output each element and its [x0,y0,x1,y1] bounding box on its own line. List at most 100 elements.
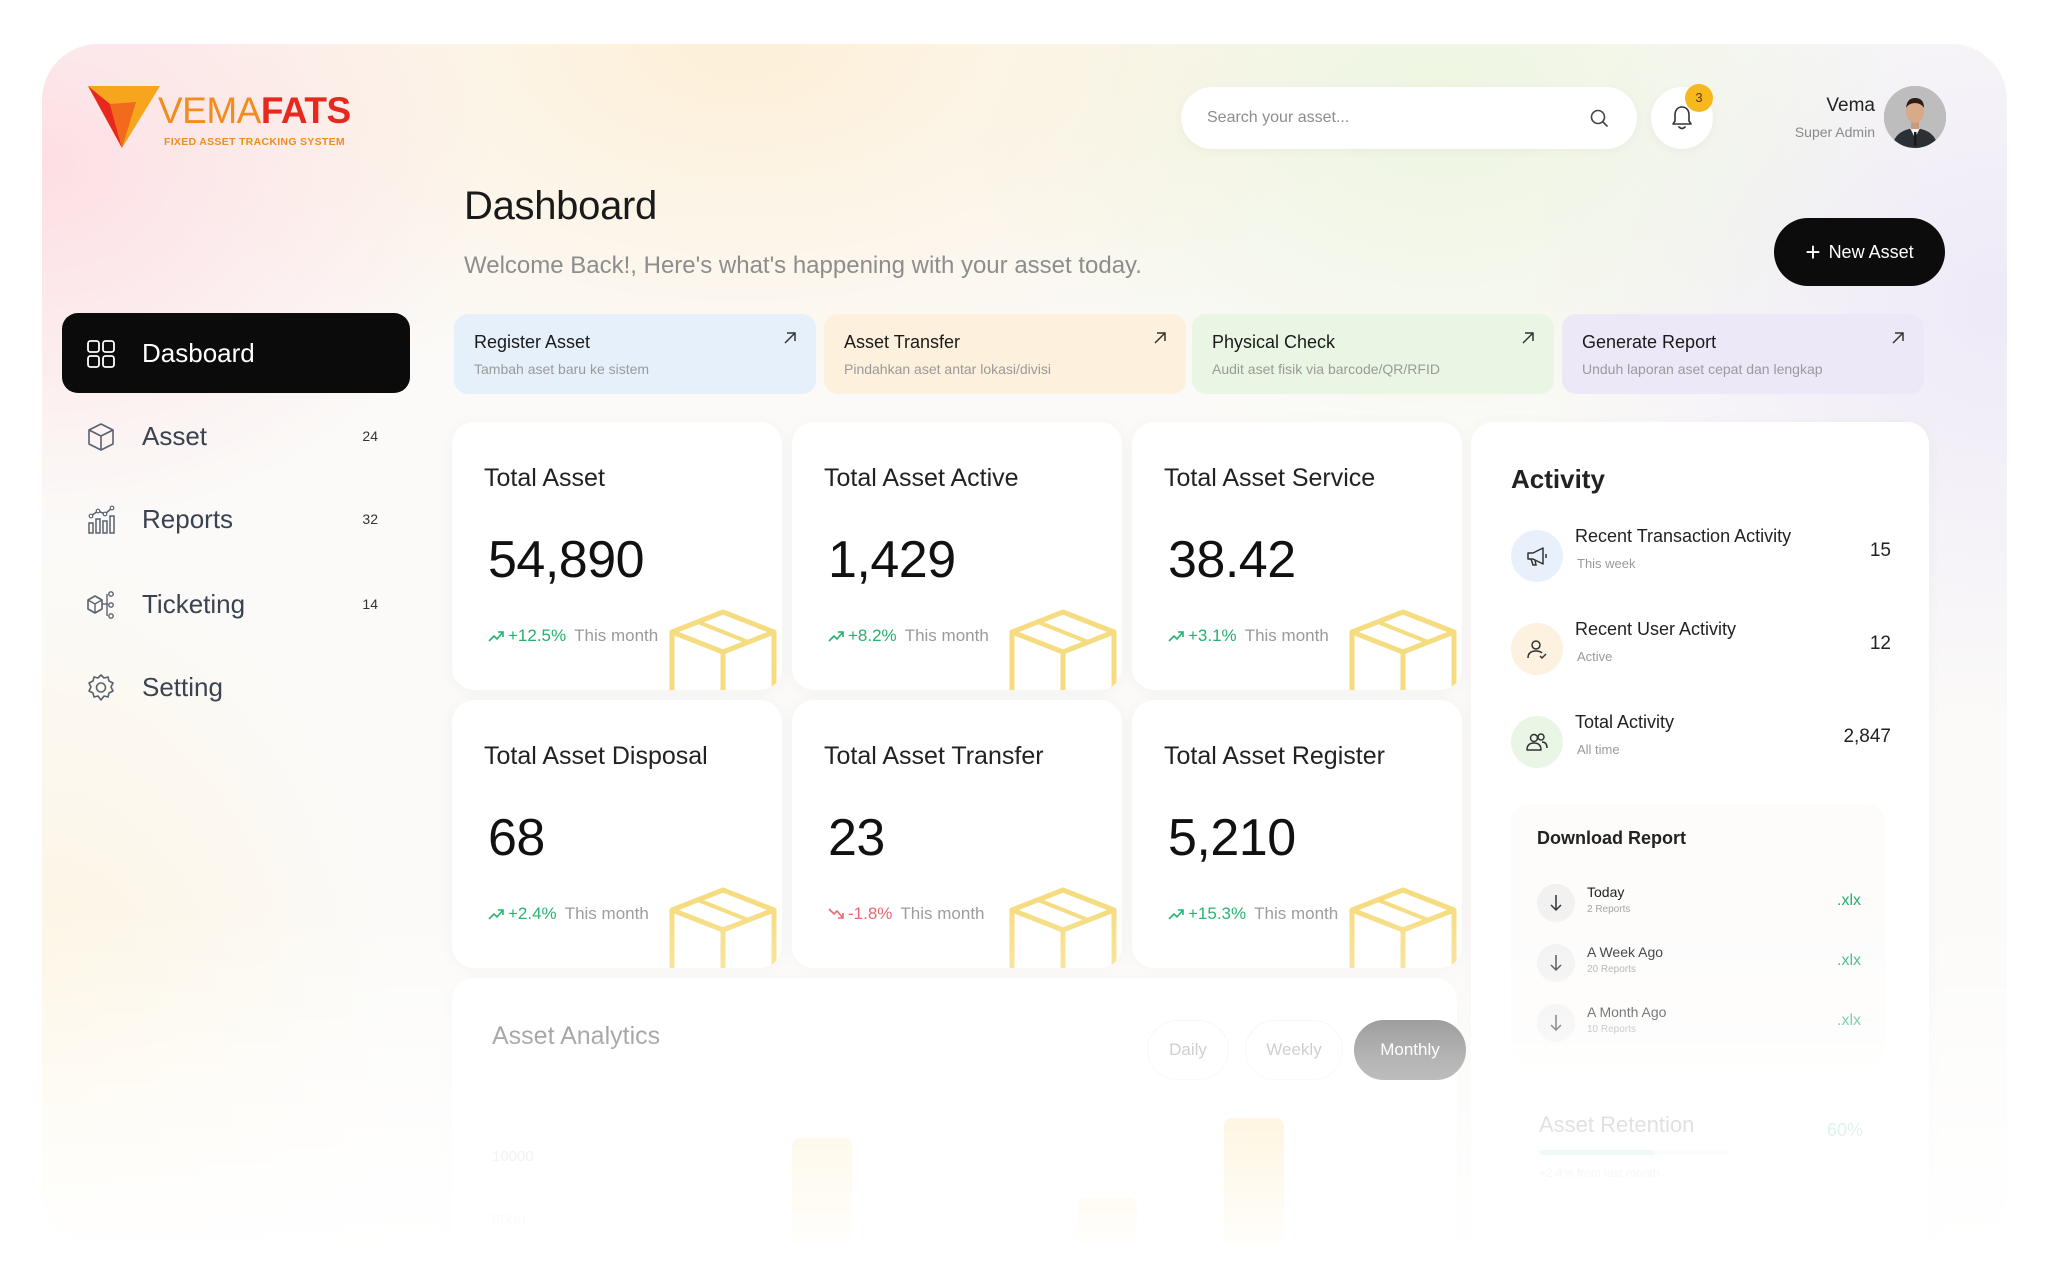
stat-card-period: This month [1244,626,1329,645]
activity-value: 2,847 [1843,726,1891,747]
activity-name: Recent User Activity [1575,619,1737,639]
analytics-title: Asset Analytics [492,1022,661,1050]
download-item-sub: 2 Reports [1587,904,1631,915]
trend-down-icon [828,908,844,919]
download-arrow-icon [1550,955,1562,972]
arrow-up-right-icon [1522,332,1534,344]
tab-weekly[interactable]: Weekly [1245,1020,1343,1080]
activity-item-recent-user[interactable]: Recent User Activity Active 12 [1511,619,1891,679]
box-icon [1349,887,1457,968]
sidebar-item-reports[interactable]: Reports 32 [62,479,410,559]
stat-card-trend: -1.8% This month [828,904,985,924]
gear-icon [88,674,114,701]
brand-name: VEMAFATS [158,90,351,131]
box-icon [1349,609,1457,690]
quick-action-subtitle: Tambah aset baru ke sistem [474,361,650,377]
stat-card-change: +3.1% [1188,626,1237,645]
stat-card-trend: +2.4% This month [488,904,649,924]
download-arrow-icon [1550,1015,1562,1032]
search-input[interactable] [1207,87,1577,149]
quick-action-title: Register Asset [474,332,591,352]
sidebar-item-asset[interactable]: Asset 24 [62,396,410,476]
quick-action-subtitle: Audit aset fisik via barcode/QR/RFID [1212,361,1440,377]
download-icon-wrap [1537,884,1575,922]
chart-bar [1224,1118,1284,1244]
sidebar-item-ticketing[interactable]: Ticketing 14 [62,564,410,644]
activity-sub: All time [1577,742,1620,757]
stat-card-title: Total Asset Disposal [484,742,708,770]
quick-action-register-asset[interactable]: Register Asset Tambah aset baru ke siste… [454,314,816,394]
brand-logo[interactable]: VEMAFATS FIXED ASSET TRACKING SYSTEM [88,86,388,156]
activity-item-recent-transaction[interactable]: Recent Transaction Activity This week 15 [1511,526,1891,586]
box-icon [1009,609,1117,690]
download-format-link[interactable]: .xlx [1837,892,1861,909]
megaphone-icon [1527,547,1547,566]
activity-sub: Active [1577,649,1613,664]
arrow-up-right-icon [1892,332,1904,344]
grid-icon [87,340,115,368]
stat-card-title: Total Asset Register [1164,742,1385,770]
quick-action-subtitle: Unduh laporan aset cepat dan lengkap [1582,361,1823,377]
stat-card-period: This month [1254,904,1339,923]
trend-up-icon [1168,631,1184,642]
stat-card-value: 23 [828,809,885,867]
avatar[interactable] [1884,86,1946,148]
chart-bar [792,1138,852,1244]
brand-tagline: FIXED ASSET TRACKING SYSTEM [164,136,345,148]
activity-title: Activity [1511,464,1605,494]
download-item-name: A Month Ago [1587,1004,1667,1020]
stat-card-trend: +3.1% This month [1168,626,1329,646]
stat-card-total-asset-service[interactable]: Total Asset Service 38.42 +3.1% This mon… [1132,422,1462,690]
search-icon[interactable] [1589,108,1609,128]
sidebar-item-label: Ticketing [142,588,246,619]
sidebar-item-count: 32 [362,511,378,527]
download-item-week[interactable]: A Week Ago 20 Reports .xlx [1537,942,1861,986]
logo-mark-icon [88,86,160,148]
stat-card-trend: +15.3% This month [1168,904,1338,924]
activity-icon-wrap [1511,716,1563,768]
sidebar-item-setting[interactable]: Setting [62,647,410,727]
page-title: Dashboard [464,184,657,228]
stat-card-value: 54,890 [488,531,645,589]
sidebar-item-dashboard[interactable]: Dasboard [62,313,410,393]
stat-card-value: 68 [488,809,545,867]
quick-action-physical-check[interactable]: Physical Check Audit aset fisik via barc… [1192,314,1554,394]
stat-card-total-asset-transfer[interactable]: Total Asset Transfer 23 -1.8% This month [792,700,1122,968]
download-item-today[interactable]: Today 2 Reports .xlx [1537,882,1861,926]
stat-card-change: +12.5% [508,626,567,645]
stat-card-value: 38.42 [1168,531,1296,589]
sidebar-item-label: Reports [142,503,234,534]
stat-card-change: -1.8% [848,904,893,923]
retention-note: +2.4% from last month [1539,1166,1660,1180]
download-format-link[interactable]: .xlx [1837,1012,1861,1029]
download-item-sub: 20 Reports [1587,964,1636,975]
download-item-month[interactable]: A Month Ago 10 Reports .xlx [1537,1002,1861,1046]
activity-item-total[interactable]: Total Activity All time 2,847 [1511,712,1891,772]
stat-card-trend: +8.2% This month [828,626,989,646]
new-asset-button[interactable]: + New Asset [1774,218,1945,286]
download-format-link[interactable]: .xlx [1837,952,1861,969]
users-icon [1526,733,1548,751]
trend-up-icon [488,909,504,920]
user-name: Vema [1826,95,1875,116]
cube-icon [88,423,114,451]
bar-chart-icon [88,505,115,534]
quick-action-asset-transfer[interactable]: Asset Transfer Pindahkan aset antar loka… [824,314,1186,394]
activity-value: 12 [1869,633,1891,654]
stat-card-period: This month [904,626,989,645]
stat-card-value: 5,210 [1168,809,1296,867]
activity-sub: This week [1577,556,1636,571]
tab-monthly[interactable]: Monthly [1354,1020,1466,1080]
stat-card-trend: +12.5% This month [488,626,658,646]
stat-card-total-asset-disposal[interactable]: Total Asset Disposal 68 +2.4% This month [452,700,782,968]
activity-panel: Activity Recent Transaction Activity Thi… [1471,422,1929,1244]
stat-card-total-asset-active[interactable]: Total Asset Active 1,429 +8.2% This mont… [792,422,1122,690]
quick-action-generate-report[interactable]: Generate Report Unduh laporan aset cepat… [1562,314,1924,394]
tab-daily[interactable]: Daily [1147,1020,1229,1080]
stat-card-total-asset-register[interactable]: Total Asset Register 5,210 +15.3% This m… [1132,700,1462,968]
stat-card-total-asset[interactable]: Total Asset 54,890 +12.5% This month [452,422,782,690]
workflow-icon [87,591,114,619]
retention-value: 60% [1826,1120,1863,1140]
download-icon-wrap [1537,944,1575,982]
activity-value: 15 [1869,540,1891,561]
